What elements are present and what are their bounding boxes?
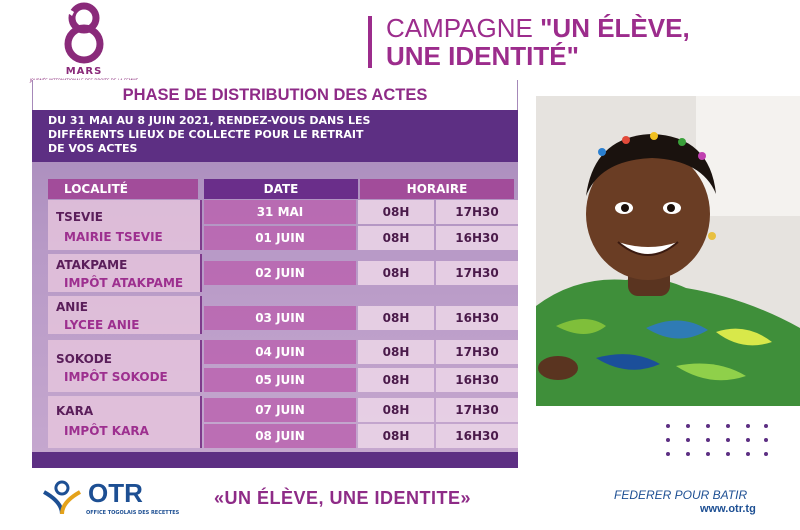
slot-end: 17H30 (436, 398, 518, 422)
location-name: KARA (56, 404, 94, 418)
campaign-quote-line2: UNE IDENTITÉ" (386, 41, 579, 71)
time-slot: 07 JUIN 08H 17H30 (204, 398, 518, 422)
intro-line: DE VOS ACTES (48, 142, 138, 155)
table-row: SOKODE IMPÔT SOKODE 04 JUIN 08H 17H30 05… (48, 340, 518, 392)
otr-fullname: OFFICE TOGOLAIS DES RECETTES (86, 510, 180, 516)
slot-date: 05 JUIN (204, 368, 356, 392)
slot-start: 08H (358, 340, 434, 364)
location-name: SOKODE (56, 352, 112, 366)
slot-date: 08 JUIN (204, 424, 356, 448)
location-place: IMPÔT ATAKPAME (64, 276, 184, 290)
slot-start: 08H (358, 261, 434, 285)
location-place: IMPÔT SOKODE (64, 370, 168, 384)
phase-title: PHASE DE DISTRIBUTION DES ACTES (33, 80, 517, 110)
location-place: MAIRIE TSEVIE (64, 230, 163, 244)
time-slot: 03 JUIN 08H 16H30 (204, 306, 518, 330)
campaign-prefix: CAMPAGNE (386, 13, 541, 43)
slot-end: 16H30 (436, 424, 518, 448)
title-accent-bar (368, 16, 372, 68)
slot-date: 07 JUIN (204, 398, 356, 422)
slot-end: 16H30 (436, 306, 518, 330)
otr-wordmark: OTR (88, 478, 143, 508)
intro-text: DU 31 MAI AU 8 JUIN 2021, RENDEZ-VOUS DA… (32, 110, 518, 162)
slot-start: 08H (358, 306, 434, 330)
slot-end: 16H30 (436, 226, 518, 250)
slot-date: 31 MAI (204, 200, 356, 224)
location-name: ANIE (56, 300, 88, 314)
slot-date: 01 JUIN (204, 226, 356, 250)
location-name: TSEVIE (56, 210, 103, 224)
location-cell: ANIE LYCEE ANIE (48, 296, 202, 334)
location-cell: KARA IMPÔT KARA (48, 396, 202, 448)
mars-label: MARS (65, 66, 103, 77)
location-cell: TSEVIE MAIRIE TSEVIE (48, 200, 202, 250)
time-slot: 08 JUIN 08H 16H30 (204, 424, 518, 448)
intro-line: DU 31 MAI AU 8 JUIN 2021, RENDEZ-VOUS DA… (48, 114, 371, 127)
website: www.otr.tg (700, 503, 756, 515)
slot-start: 08H (358, 200, 434, 224)
location-cell: ATAKPAME IMPÔT ATAKPAME (48, 254, 202, 292)
location-place: IMPÔT KARA (64, 424, 149, 438)
otr-figure-icon (43, 480, 81, 515)
time-slot: 31 MAI 08H 17H30 (204, 200, 518, 224)
table-row: KARA IMPÔT KARA 07 JUIN 08H 17H30 08 JUI… (48, 396, 518, 448)
otr-logo: OTR OFFICE TOGOLAIS DES RECETTES (40, 476, 180, 520)
time-slot: 04 JUIN 08H 17H30 (204, 340, 518, 364)
decorative-dots (666, 424, 768, 456)
slot-end: 17H30 (436, 200, 518, 224)
number-eight-icon (62, 2, 104, 64)
table-row: ATAKPAME IMPÔT ATAKPAME 02 JUIN 08H 17H3… (48, 254, 518, 292)
table-row: ANIE LYCEE ANIE 03 JUIN 08H 16H30 (48, 296, 518, 334)
slot-end: 16H30 (436, 368, 518, 392)
slot-date: 04 JUIN (204, 340, 356, 364)
panel-bottom-band (32, 452, 518, 468)
slogan: «UN ÉLÈVE, UNE IDENTITE» (214, 488, 472, 508)
time-slot: 02 JUIN 08H 17H30 (204, 261, 518, 285)
time-slot: 05 JUIN 08H 16H30 (204, 368, 518, 392)
slot-start: 08H (358, 226, 434, 250)
location-cell: SOKODE IMPÔT SOKODE (48, 340, 202, 392)
header-date: DATE (204, 179, 358, 199)
slot-date: 02 JUIN (204, 261, 356, 285)
table-header: LOCALITÉ DATE HORAIRE (32, 176, 518, 199)
eight-march-logo: MARS JOURNÉE INTERNATIONALE DES DROITS D… (28, 2, 140, 86)
tagline: FEDERER POUR BATIR (614, 488, 748, 502)
campaign-quote-line1: "UN ÉLÈVE, (540, 13, 690, 43)
slot-end: 17H30 (436, 340, 518, 364)
location-place: LYCEE ANIE (64, 318, 140, 332)
header-horaire: HORAIRE (360, 179, 514, 199)
student-photo (536, 96, 800, 406)
table-row: TSEVIE MAIRIE TSEVIE 31 MAI 08H 17H30 01… (48, 200, 518, 250)
location-name: ATAKPAME (56, 258, 128, 272)
header-localite: LOCALITÉ (48, 179, 198, 199)
intro-line: DIFFÉRENTS LIEUX DE COLLECTE POUR LE RET… (48, 128, 364, 141)
slot-start: 08H (358, 398, 434, 422)
time-slot: 01 JUIN 08H 16H30 (204, 226, 518, 250)
slot-start: 08H (358, 424, 434, 448)
smiling-girl-illustration (536, 96, 800, 406)
slot-end: 17H30 (436, 261, 518, 285)
campaign-title: CAMPAGNE "UN ÉLÈVE, UNE IDENTITÉ" (386, 14, 786, 70)
slot-date: 03 JUIN (204, 306, 356, 330)
slot-start: 08H (358, 368, 434, 392)
